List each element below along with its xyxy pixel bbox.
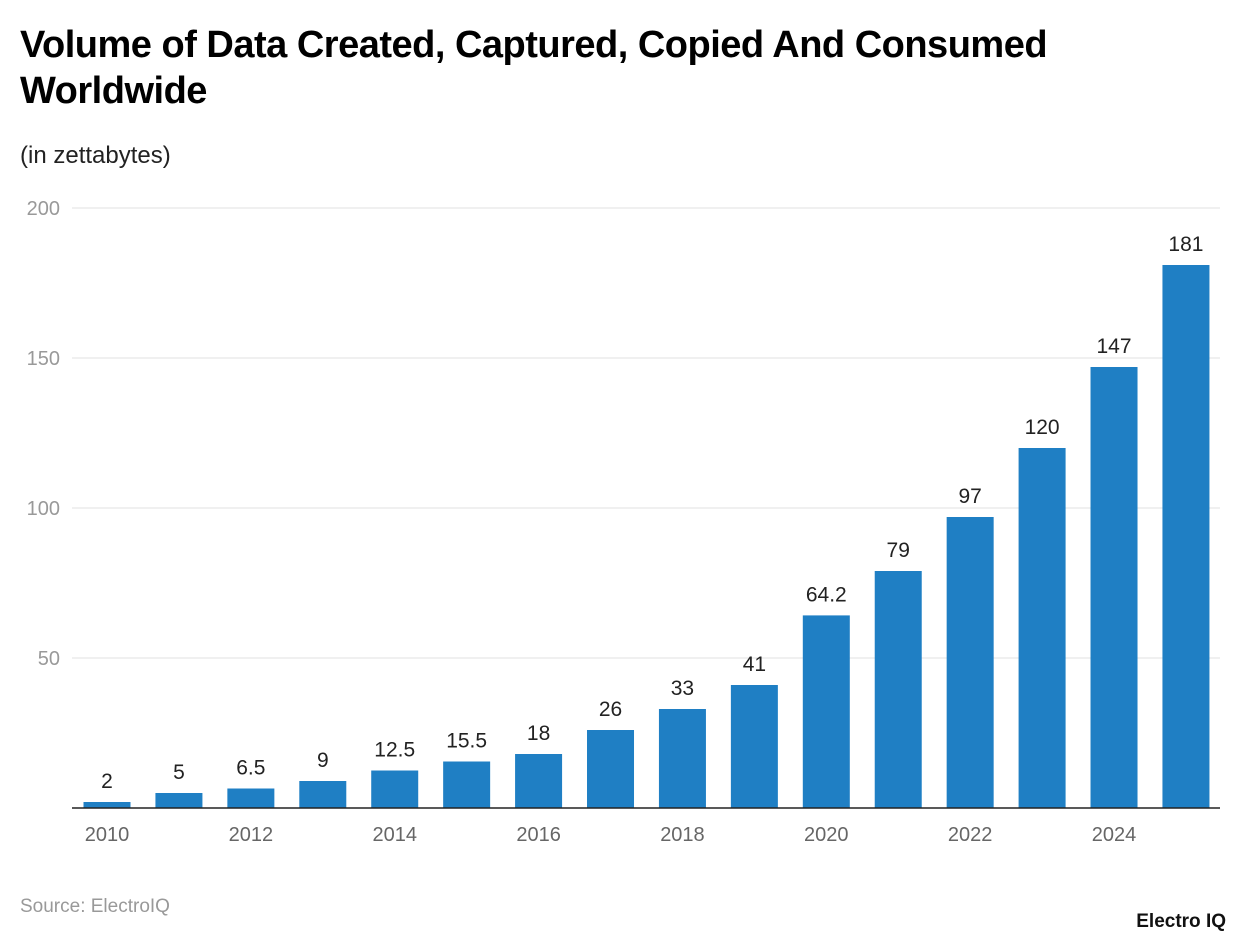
bar-2016 xyxy=(515,754,563,808)
y-tick-label: 200 xyxy=(27,198,60,220)
bar-chart: 50 100 150 200 2 2010 5 6.5 2012 9 12.5 2014 15.5 18 2… xyxy=(27,198,1220,846)
y-tick-label: 100 xyxy=(27,498,60,520)
data-label: 41 xyxy=(743,653,766,676)
bar-2017 xyxy=(587,730,635,808)
data-label: 6.5 xyxy=(236,757,265,780)
data-label: 181 xyxy=(1168,233,1203,256)
x-tick-label: 2024 xyxy=(1092,824,1137,846)
bar-2023 xyxy=(1018,448,1066,808)
y-tick-label: 150 xyxy=(27,348,60,370)
bar-2019 xyxy=(730,685,778,808)
chart-title: Volume of Data Created, Captured, Copied… xyxy=(20,24,1048,112)
x-tick-label: 2014 xyxy=(372,824,417,846)
bar-2025 xyxy=(1162,265,1210,808)
x-tick-label: 2020 xyxy=(804,824,849,846)
electroiq-logo: Electro IQ xyxy=(1136,911,1226,932)
x-tick-label: 2010 xyxy=(85,824,130,846)
source-note: Source: ElectroIQ xyxy=(20,896,170,917)
x-tick-label: 2016 xyxy=(516,824,561,846)
bar-2012 xyxy=(227,788,275,808)
bar-2013 xyxy=(299,781,347,808)
data-label: 26 xyxy=(599,698,622,721)
bar-2024 xyxy=(1090,367,1138,808)
data-label: 64.2 xyxy=(806,583,847,606)
data-label: 15.5 xyxy=(446,730,487,753)
y-tick-label: 50 xyxy=(38,648,60,670)
x-tick-label: 2012 xyxy=(229,824,274,846)
data-label: 120 xyxy=(1025,416,1060,439)
chart-subtitle: (in zettabytes) xyxy=(20,142,171,169)
data-label: 5 xyxy=(173,761,185,784)
data-label: 97 xyxy=(958,485,981,508)
bar-2011 xyxy=(155,793,203,808)
data-label: 147 xyxy=(1096,335,1131,358)
bar-2015 xyxy=(443,761,491,808)
x-tick-label: 2022 xyxy=(948,824,993,846)
data-label: 79 xyxy=(887,539,910,562)
x-tick-label: 2018 xyxy=(660,824,705,846)
bar-2018 xyxy=(658,709,706,808)
data-label: 12.5 xyxy=(374,739,415,762)
data-label: 33 xyxy=(671,677,694,700)
bar-2020 xyxy=(802,615,850,808)
data-label: 18 xyxy=(527,722,550,745)
bar-2021 xyxy=(874,571,922,808)
bar-2022 xyxy=(946,517,994,808)
bar-2014 xyxy=(371,770,419,808)
bar-2010 xyxy=(83,802,131,808)
data-label: 2 xyxy=(101,770,113,793)
data-label: 9 xyxy=(317,749,329,772)
